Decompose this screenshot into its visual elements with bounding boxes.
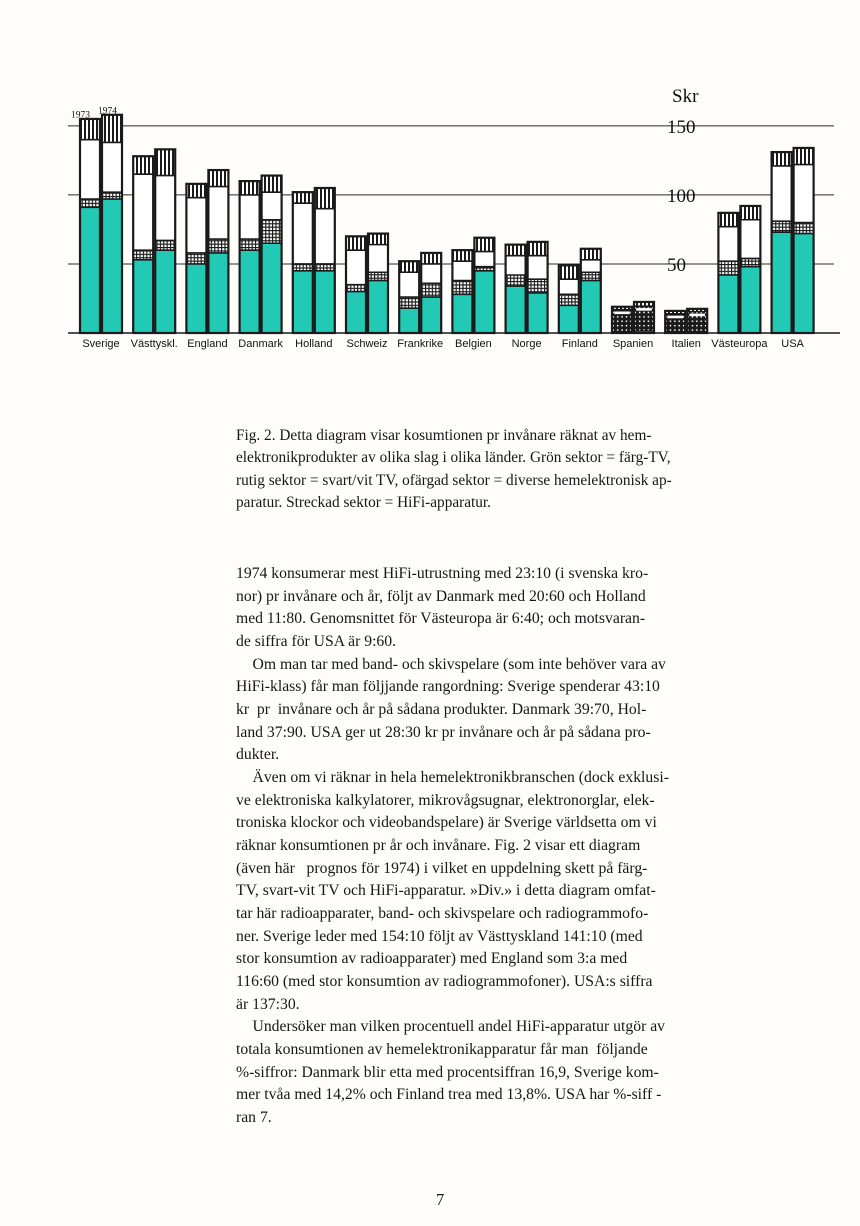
svg-text:100: 100 xyxy=(667,186,696,207)
svg-text:Västeuropa: Västeuropa xyxy=(711,338,768,350)
svg-text:England: England xyxy=(187,338,227,350)
svg-text:USA: USA xyxy=(781,338,804,350)
svg-text:Finland: Finland xyxy=(562,338,598,350)
svg-text:Sverige: Sverige xyxy=(82,338,119,350)
svg-text:Schweiz: Schweiz xyxy=(347,338,388,350)
svg-text:1974: 1974 xyxy=(98,106,117,116)
svg-text:Danmark: Danmark xyxy=(238,338,283,350)
svg-text:150: 150 xyxy=(667,117,696,138)
svg-text:Frankrike: Frankrike xyxy=(397,338,443,350)
svg-text:50: 50 xyxy=(667,255,686,276)
svg-text:Skr: Skr xyxy=(672,86,699,107)
svg-text:Holland: Holland xyxy=(295,338,332,350)
svg-text:Spanien: Spanien xyxy=(613,338,653,350)
svg-text:1973: 1973 xyxy=(71,110,90,120)
svg-text:Västtyskl.: Västtyskl. xyxy=(131,338,178,350)
svg-text:Italien: Italien xyxy=(672,338,701,350)
svg-text:Belgien: Belgien xyxy=(455,338,492,350)
svg-text:Norge: Norge xyxy=(512,338,542,350)
